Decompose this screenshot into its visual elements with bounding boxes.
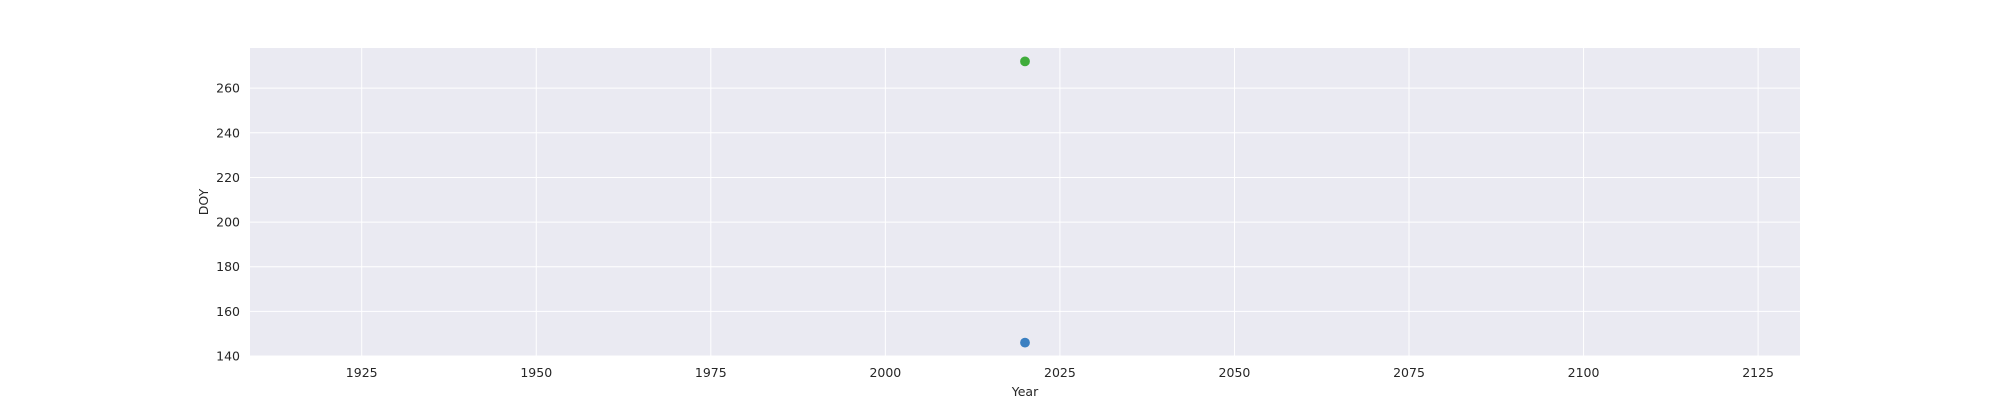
x-tick-label: 2025: [1044, 365, 1076, 380]
x-tick-label: 2000: [869, 365, 901, 380]
y-tick-label: 200: [216, 215, 240, 230]
data-point: [1020, 337, 1030, 348]
plot-background: [250, 48, 1800, 356]
y-tick-label: 260: [216, 81, 240, 96]
y-tick-labels: 140 160 180 200 220 240 260: [216, 81, 240, 364]
y-tick-label: 140: [216, 349, 240, 364]
grid-lines: [250, 48, 1800, 357]
x-tick-label: 2050: [1219, 365, 1251, 380]
y-axis-label: DOY: [196, 188, 211, 215]
x-tick-label: 2125: [1742, 365, 1774, 380]
data-point: [1020, 56, 1030, 67]
x-tick-labels: 1925 1950 1975 2000 2025 2050 2075 2100 2125: [346, 365, 1774, 380]
x-tick-label: 2100: [1568, 365, 1600, 380]
y-tick-label: 220: [216, 170, 240, 185]
y-tick-label: 160: [216, 304, 240, 319]
x-tick-label: 1975: [695, 365, 727, 380]
y-tick-label: 240: [216, 125, 240, 140]
y-tick-label: 180: [216, 259, 240, 274]
x-tick-label: 1950: [520, 365, 552, 380]
x-tick-label: 2075: [1393, 365, 1425, 380]
x-tick-label: 1925: [346, 365, 378, 380]
x-axis-label: Year: [1011, 384, 1039, 399]
data-points: [1020, 56, 1030, 348]
